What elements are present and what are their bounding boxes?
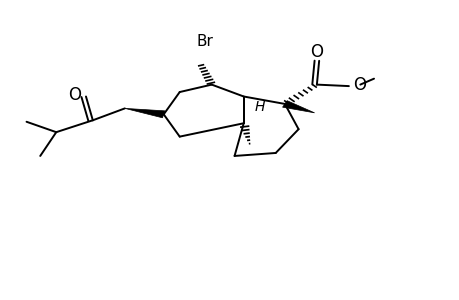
Text: Br: Br (196, 34, 213, 49)
Text: H: H (254, 100, 264, 114)
Text: O: O (310, 43, 323, 61)
Polygon shape (282, 101, 314, 113)
Text: O: O (353, 76, 366, 94)
Text: O: O (68, 86, 81, 104)
Polygon shape (124, 108, 165, 118)
